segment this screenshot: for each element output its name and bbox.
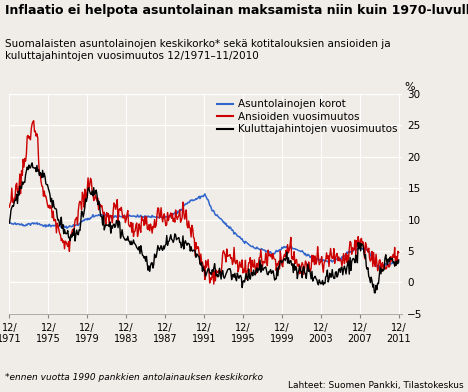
Text: Lahteet: Suomen Pankki, Tilastokeskus: Lahteet: Suomen Pankki, Tilastokeskus: [288, 381, 463, 390]
Text: Suomalaisten asuntolainojen keskikorko* sekä kotitalouksien ansioiden ja
kulutta: Suomalaisten asuntolainojen keskikorko* …: [5, 39, 390, 61]
Text: *ennen vuotta 1990 pankkien antolainauksen keskikorko: *ennen vuotta 1990 pankkien antolainauks…: [5, 373, 263, 382]
Text: Inflaatio ei helpota asuntolainan maksamista niin kuin 1970-luvulla: Inflaatio ei helpota asuntolainan maksam…: [5, 4, 468, 17]
Text: %: %: [405, 82, 416, 92]
Legend: Asuntolainojen korot, Ansioiden vuosimuutos, Kuluttajahintojen vuosimuutos: Asuntolainojen korot, Ansioiden vuosimuu…: [217, 99, 397, 134]
